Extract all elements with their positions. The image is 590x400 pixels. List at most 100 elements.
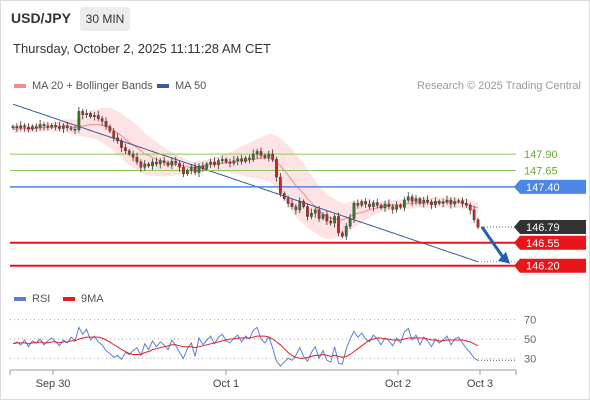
candle bbox=[294, 204, 298, 215]
candle bbox=[391, 204, 395, 214]
level-tag bbox=[514, 179, 586, 194]
candle-body bbox=[31, 126, 34, 130]
candle bbox=[158, 158, 162, 169]
candle bbox=[348, 213, 352, 229]
candle bbox=[430, 199, 433, 210]
candle-body bbox=[263, 155, 267, 158]
candle bbox=[34, 123, 38, 132]
candle-body bbox=[395, 205, 398, 210]
rsi-tick-label: 50 bbox=[524, 334, 536, 346]
rsi-tick-label: 70 bbox=[524, 315, 536, 327]
candle-body bbox=[344, 226, 348, 237]
timeframe-badge[interactable]: 30 MIN bbox=[80, 7, 130, 31]
candle-body bbox=[306, 206, 309, 217]
candle bbox=[263, 153, 267, 160]
candle bbox=[31, 124, 34, 132]
rsi-tick-label: 30 bbox=[524, 353, 536, 365]
candle bbox=[356, 199, 360, 209]
candle-body bbox=[279, 176, 282, 194]
symbol-title: USD/JPY bbox=[11, 10, 71, 26]
candle-body bbox=[302, 201, 305, 207]
candle-body bbox=[147, 163, 150, 167]
candle bbox=[93, 112, 96, 121]
candle bbox=[54, 121, 57, 131]
legend-rsi: RSI bbox=[14, 293, 50, 305]
candle bbox=[286, 195, 290, 208]
legend-9ma: 9MA bbox=[63, 293, 104, 305]
candle-body bbox=[476, 219, 480, 228]
candle-body bbox=[112, 130, 116, 138]
candle bbox=[178, 160, 181, 172]
candle-body bbox=[449, 199, 453, 205]
candle bbox=[333, 213, 336, 228]
forecast-arrow-shaft bbox=[480, 226, 506, 260]
candle bbox=[461, 197, 464, 208]
candle bbox=[46, 121, 50, 131]
candle-body bbox=[213, 161, 216, 165]
candle bbox=[89, 111, 92, 119]
candle bbox=[58, 121, 61, 132]
candle-body bbox=[310, 212, 313, 217]
candle bbox=[186, 168, 189, 176]
candle-body bbox=[298, 201, 302, 211]
x-tick-label: Oct 3 bbox=[467, 378, 493, 390]
candle-body bbox=[375, 202, 379, 206]
candle bbox=[449, 197, 453, 209]
candle bbox=[174, 156, 178, 166]
rsi-line bbox=[12, 326, 479, 367]
legend-9ma-swatch bbox=[63, 297, 75, 301]
candle bbox=[282, 191, 286, 201]
candle bbox=[313, 207, 317, 218]
legend-ma20-swatch bbox=[14, 84, 26, 88]
candle bbox=[217, 158, 220, 170]
candle-body bbox=[372, 202, 375, 207]
candle-body bbox=[158, 160, 162, 165]
candle-body bbox=[50, 125, 54, 128]
candle-body bbox=[162, 160, 166, 163]
candle bbox=[112, 127, 116, 142]
candle bbox=[302, 199, 305, 209]
candle bbox=[104, 117, 108, 130]
level-label: 146.55 bbox=[526, 238, 560, 250]
candle bbox=[441, 198, 445, 208]
candle bbox=[248, 154, 251, 164]
candle-body bbox=[236, 158, 240, 161]
candle-body bbox=[209, 161, 212, 165]
candle-body bbox=[23, 125, 26, 128]
candle-body bbox=[186, 170, 189, 174]
candle-body bbox=[201, 165, 205, 169]
candle bbox=[62, 123, 65, 134]
candle bbox=[383, 200, 387, 212]
candle-body bbox=[453, 201, 457, 205]
candle bbox=[403, 196, 406, 212]
candle-body bbox=[240, 158, 243, 162]
credit-text: Research © 2025 Trading Central bbox=[416, 80, 581, 92]
candle-body bbox=[290, 203, 294, 207]
candle bbox=[368, 199, 371, 210]
candle-body bbox=[189, 167, 193, 171]
candle-body bbox=[116, 137, 119, 142]
candle-body bbox=[232, 160, 236, 164]
x-tick-label: Oct 1 bbox=[213, 378, 239, 390]
candle-body bbox=[472, 209, 476, 220]
candle-body bbox=[27, 126, 30, 130]
candle-body bbox=[468, 205, 472, 211]
candle-body bbox=[104, 121, 108, 127]
candle-body bbox=[139, 161, 143, 168]
candle bbox=[162, 156, 166, 166]
candle-body bbox=[124, 147, 127, 152]
candle bbox=[279, 173, 282, 197]
candle-body bbox=[426, 199, 429, 203]
candle-body bbox=[321, 214, 325, 219]
candle-body bbox=[220, 159, 224, 161]
candle bbox=[120, 138, 123, 153]
candle-body bbox=[333, 216, 336, 224]
candle-body bbox=[255, 151, 259, 155]
candle-body bbox=[166, 162, 170, 166]
candle bbox=[189, 163, 193, 175]
candle-body bbox=[89, 113, 92, 117]
candle-body bbox=[127, 150, 131, 155]
candle-body bbox=[19, 125, 23, 129]
candle bbox=[465, 198, 468, 208]
